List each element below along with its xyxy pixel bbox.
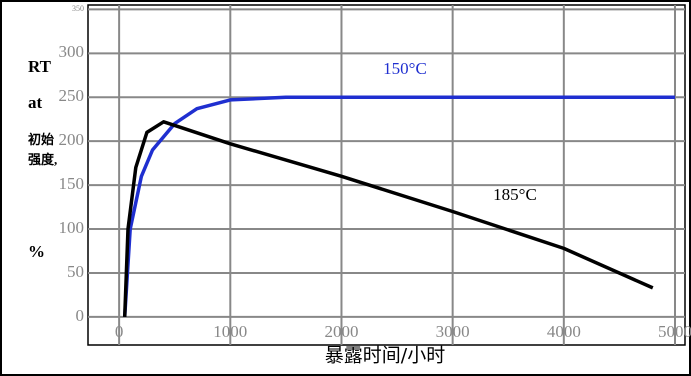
line xyxy=(122,95,675,318)
y-tick-label: 100 xyxy=(59,218,85,237)
plot-area xyxy=(87,4,686,346)
y-axis-label: at xyxy=(28,93,43,112)
y-axis-label: RT xyxy=(28,57,52,76)
y-axis-label: 强度, xyxy=(28,152,57,167)
legend-label: 150°C xyxy=(383,59,427,78)
y-tick-label: 50 xyxy=(67,262,84,281)
x-axis-label: 暴露时间/小时 xyxy=(325,345,445,367)
y-tick-label: 300 xyxy=(59,42,85,61)
y-tick-label: 200 xyxy=(59,130,85,149)
x-tick-label: 4000 xyxy=(547,322,581,341)
y-axis-label: 初始 xyxy=(28,132,54,147)
x-tick-label: 2000 xyxy=(324,322,358,341)
y-tick-label: 0 xyxy=(76,306,85,325)
x-tick-label: 1000 xyxy=(213,322,247,341)
y-axis-label: % xyxy=(28,242,45,261)
y-tick-label: 150 xyxy=(59,174,85,193)
x-tick-label: 5000 xyxy=(658,322,691,341)
x-tick-label: 3000 xyxy=(436,322,470,341)
line xyxy=(122,120,654,317)
y-tick-label: 250 xyxy=(59,86,85,105)
y-tick-label: 350 xyxy=(72,4,84,13)
x-tick-label: 0 xyxy=(115,322,124,341)
legend-label: 185°C xyxy=(493,185,537,204)
